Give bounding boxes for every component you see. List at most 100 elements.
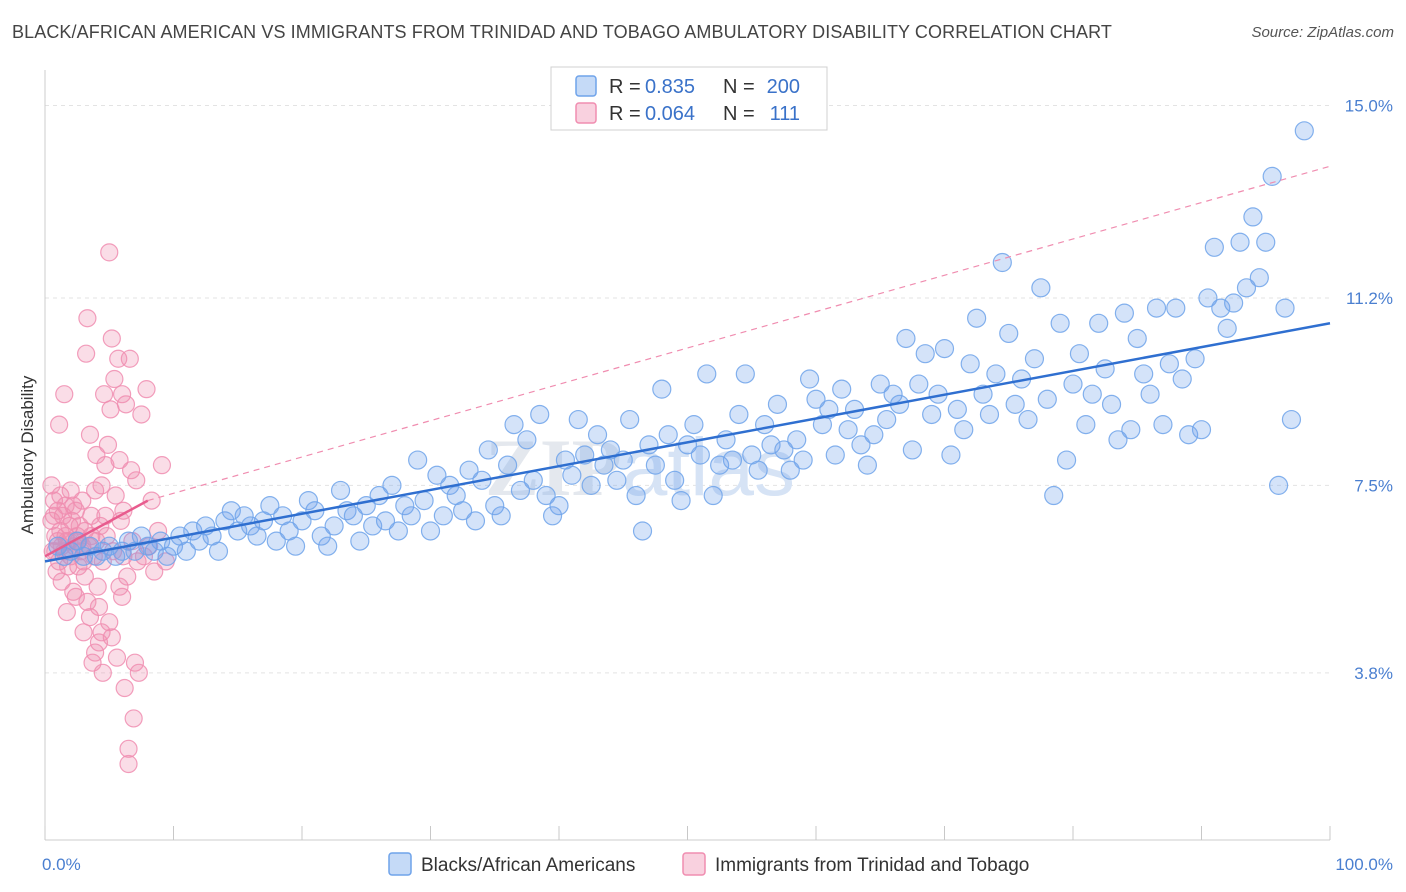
legend-top: R = 0.835 N = 200 R = 0.064 N = 111	[550, 66, 828, 131]
point-blue-113	[774, 440, 794, 460]
bottom-legend-swatch-pink	[682, 852, 706, 876]
trend-line-blue	[44, 322, 1331, 563]
point-blue-121	[825, 445, 845, 465]
point-blue-37	[285, 536, 306, 556]
point-blue-39	[298, 490, 319, 511]
point-pink-97	[89, 597, 109, 617]
point-blue-129	[877, 409, 897, 430]
point-blue-57	[414, 490, 434, 511]
point-blue-143	[967, 308, 987, 328]
point-pink-81	[132, 405, 151, 424]
point-blue-115	[787, 430, 807, 450]
point-pink-64	[110, 450, 129, 470]
legend-r-value-1: 0.064	[645, 103, 695, 125]
point-blue-133	[902, 440, 922, 460]
point-pink-43	[87, 445, 106, 465]
point-blue-141	[954, 420, 974, 440]
point-blue-94	[652, 379, 672, 399]
point-blue-110	[754, 415, 775, 435]
point-blue-78	[549, 496, 569, 516]
point-blue-165	[1108, 430, 1128, 450]
point-blue-167	[1121, 420, 1141, 440]
point-pink-99	[102, 628, 121, 647]
point-blue-43	[324, 516, 344, 536]
point-blue-68	[485, 496, 505, 516]
point-blue-25	[208, 541, 229, 561]
point-blue-38	[292, 511, 312, 531]
y-tick-label-1: 7.5%	[1354, 476, 1393, 495]
legend-n-value-0: 200	[767, 76, 800, 98]
point-blue-123	[838, 420, 858, 440]
y-axis-title: Ambulatory Disability	[18, 375, 37, 534]
point-pink-72	[119, 739, 138, 758]
point-blue-154	[1037, 389, 1057, 409]
x-tick-labels: 0.0% 100.0%	[42, 855, 1393, 874]
point-blue-70	[498, 455, 518, 475]
point-blue-170	[1140, 384, 1160, 404]
point-pink-76	[124, 709, 143, 728]
point-blue-122	[832, 379, 852, 399]
point-pink-93	[64, 496, 83, 515]
point-blue-89	[620, 409, 640, 430]
point-pink-66	[112, 385, 132, 404]
point-blue-51	[375, 511, 396, 531]
point-pink-10	[51, 521, 70, 541]
point-blue-106	[729, 404, 749, 425]
point-blue-160	[1076, 415, 1096, 435]
point-blue-158	[1063, 374, 1083, 394]
point-blue-128	[870, 374, 890, 394]
x-tick-label-1: 100.0%	[1335, 855, 1393, 874]
point-pink-61	[106, 486, 125, 505]
point-blue-105	[722, 450, 743, 470]
point-blue-192	[1281, 409, 1302, 430]
point-blue-87	[607, 470, 627, 490]
point-pink-37	[80, 425, 100, 444]
point-blue-186	[1243, 207, 1263, 227]
point-blue-73	[517, 430, 537, 450]
point-pink-38	[80, 608, 100, 627]
series-black-african-american	[48, 121, 1314, 566]
point-blue-179	[1198, 288, 1218, 308]
y-tick-label-2: 11.2%	[1346, 289, 1393, 308]
legend-n-label-0: N =	[723, 76, 755, 98]
y-tick-labels: 3.8% 7.5% 11.2% 15.0%	[1345, 96, 1393, 682]
point-pink-35	[78, 592, 97, 612]
point-blue-132	[896, 328, 916, 349]
legend-swatch-pink	[575, 102, 597, 124]
point-blue-153	[1031, 278, 1051, 298]
point-pink-50	[93, 663, 112, 682]
point-blue-42	[318, 536, 338, 556]
point-pink-55	[100, 243, 119, 262]
point-pink-1	[42, 511, 61, 530]
bottom-legend-label-blue: Blacks/African Americans	[421, 855, 635, 876]
legend-n-value-1: 111	[770, 103, 800, 125]
point-blue-149	[1005, 394, 1025, 414]
point-blue-114	[780, 460, 800, 480]
point-pink-86	[145, 562, 164, 581]
point-blue-174	[1166, 298, 1186, 318]
point-blue-139	[941, 445, 961, 465]
point-blue-191	[1275, 298, 1295, 318]
point-pink-62	[107, 648, 127, 667]
point-blue-159	[1069, 344, 1090, 364]
point-blue-56	[408, 450, 428, 470]
point-blue-145	[979, 404, 1000, 425]
point-blue-180	[1204, 237, 1224, 257]
point-blue-75	[530, 404, 550, 425]
point-blue-162	[1089, 313, 1109, 333]
point-pink-80	[129, 663, 148, 682]
point-blue-27	[221, 501, 241, 521]
point-blue-97	[671, 490, 691, 511]
point-blue-109	[748, 460, 768, 480]
point-blue-46	[343, 506, 363, 526]
point-pink-88	[152, 456, 172, 475]
point-blue-53	[388, 521, 408, 541]
point-pink-107	[92, 623, 111, 642]
point-pink-103	[66, 587, 85, 606]
point-blue-103	[710, 455, 730, 475]
point-blue-107	[735, 364, 755, 384]
point-pink-78	[127, 471, 146, 490]
point-blue-112	[767, 394, 788, 414]
point-blue-152	[1024, 349, 1045, 369]
point-blue-41	[311, 526, 331, 546]
